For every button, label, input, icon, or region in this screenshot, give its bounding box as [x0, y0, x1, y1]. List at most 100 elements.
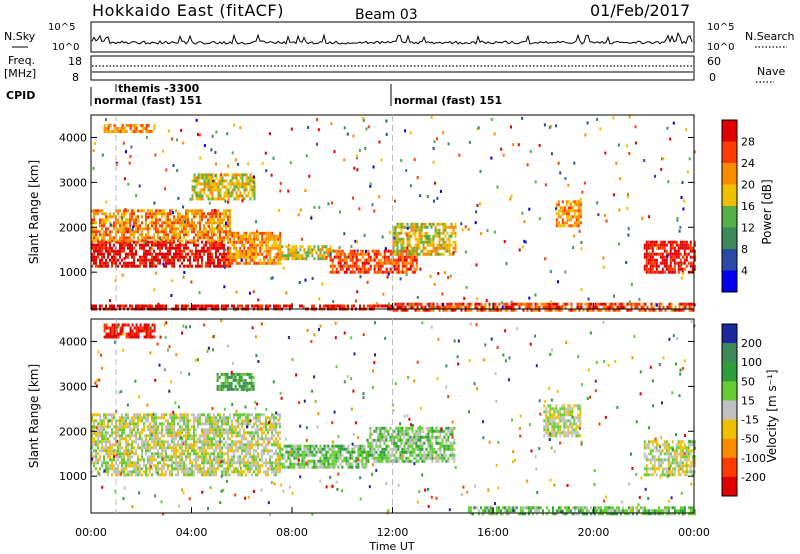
power-scatter-cell — [330, 122, 333, 126]
power-cell — [271, 231, 274, 235]
power-cell — [398, 225, 401, 229]
vel-cell — [217, 443, 219, 447]
vel-cell — [157, 455, 159, 459]
vel-cell — [189, 458, 191, 462]
power-cell — [171, 258, 173, 262]
power-cell — [442, 243, 445, 247]
power-cell — [411, 255, 414, 259]
power-cell — [245, 185, 248, 189]
vel-cell — [171, 425, 173, 429]
power-cell — [669, 252, 672, 256]
power-cell — [195, 209, 197, 213]
power-cell — [139, 130, 142, 133]
vel-cell — [205, 428, 207, 432]
power-cell — [442, 237, 445, 241]
vel-cell — [227, 437, 229, 441]
power-cell — [446, 305, 449, 309]
vel-cell — [249, 452, 251, 456]
power-cell — [95, 221, 97, 225]
vel-cell — [331, 453, 334, 457]
power-cell — [649, 243, 652, 247]
power-cell — [375, 261, 378, 265]
power-cell — [103, 221, 105, 225]
vel-cell — [195, 434, 197, 438]
vel-cell — [131, 464, 133, 468]
vel-cell — [169, 425, 171, 429]
power-cell — [119, 209, 121, 213]
power-cell — [211, 224, 213, 228]
power-cell — [277, 246, 280, 250]
power-cell — [133, 236, 135, 240]
power-cell — [426, 240, 429, 244]
power-cell — [173, 221, 175, 225]
vel-cell — [259, 443, 261, 447]
power-cell — [93, 258, 95, 262]
power-cell — [129, 243, 131, 247]
power-cell — [674, 305, 677, 309]
power-scatter-cell — [414, 229, 417, 233]
power-cell — [223, 209, 225, 213]
vel-cell — [239, 464, 241, 468]
power-cell — [93, 230, 95, 234]
power-cell — [233, 258, 236, 262]
vel-cell — [91, 470, 93, 474]
vel-cell — [273, 434, 275, 438]
power-cell — [211, 252, 213, 256]
vel-cell — [259, 464, 261, 468]
power-cell — [211, 209, 213, 213]
power-cell — [416, 237, 419, 241]
vel-cell — [245, 419, 247, 423]
vel-cell — [269, 419, 271, 423]
power-cell — [165, 239, 167, 243]
power-cell — [173, 255, 175, 259]
power-cell — [287, 251, 290, 255]
vel-cell — [143, 470, 145, 474]
vel-cell — [281, 453, 284, 457]
vel-cell — [299, 465, 302, 469]
vel-cell — [201, 470, 203, 474]
vel-cell — [159, 473, 161, 477]
power-cell — [129, 246, 131, 250]
power-cell — [347, 267, 350, 271]
power-cell — [227, 218, 229, 222]
power-scatter-cell — [404, 129, 407, 133]
power-cell — [91, 221, 93, 225]
power-cell — [249, 237, 252, 241]
power-cell — [643, 264, 646, 268]
power-cell — [227, 246, 229, 250]
velocity-heatmap — [91, 319, 696, 516]
power-cell — [199, 230, 201, 234]
power-cell — [183, 264, 185, 268]
power-scatter-cell — [344, 256, 347, 260]
power-cell — [283, 254, 286, 258]
vel-cell — [307, 465, 310, 469]
power-cell — [95, 227, 97, 231]
power-cell — [135, 215, 137, 219]
vel-cell — [231, 419, 233, 423]
vel-cell — [283, 453, 286, 457]
vel-cell — [221, 440, 223, 444]
power-cell — [478, 302, 481, 306]
power-cell — [151, 212, 153, 216]
power-cell — [561, 221, 564, 225]
power-cell — [406, 243, 409, 247]
vel-cell — [317, 450, 320, 454]
power-scatter-cell — [655, 247, 658, 250]
power-colorbar-segment — [722, 206, 737, 228]
power-cell — [464, 308, 467, 312]
power-cell — [299, 254, 302, 258]
power-cell — [653, 270, 656, 274]
vel-cell — [175, 455, 177, 459]
power-cell — [655, 258, 658, 262]
power-cell — [157, 233, 159, 237]
power-scatter-cell — [285, 291, 288, 295]
power-cell — [355, 264, 358, 268]
power-cell — [219, 218, 221, 222]
power-cell — [259, 261, 262, 265]
vel-cell — [221, 419, 223, 423]
power-cell — [135, 127, 138, 130]
power-cell — [265, 261, 268, 265]
vel-cell — [195, 440, 197, 444]
power-scatter-cell — [100, 250, 103, 254]
vel-cell — [95, 467, 97, 471]
